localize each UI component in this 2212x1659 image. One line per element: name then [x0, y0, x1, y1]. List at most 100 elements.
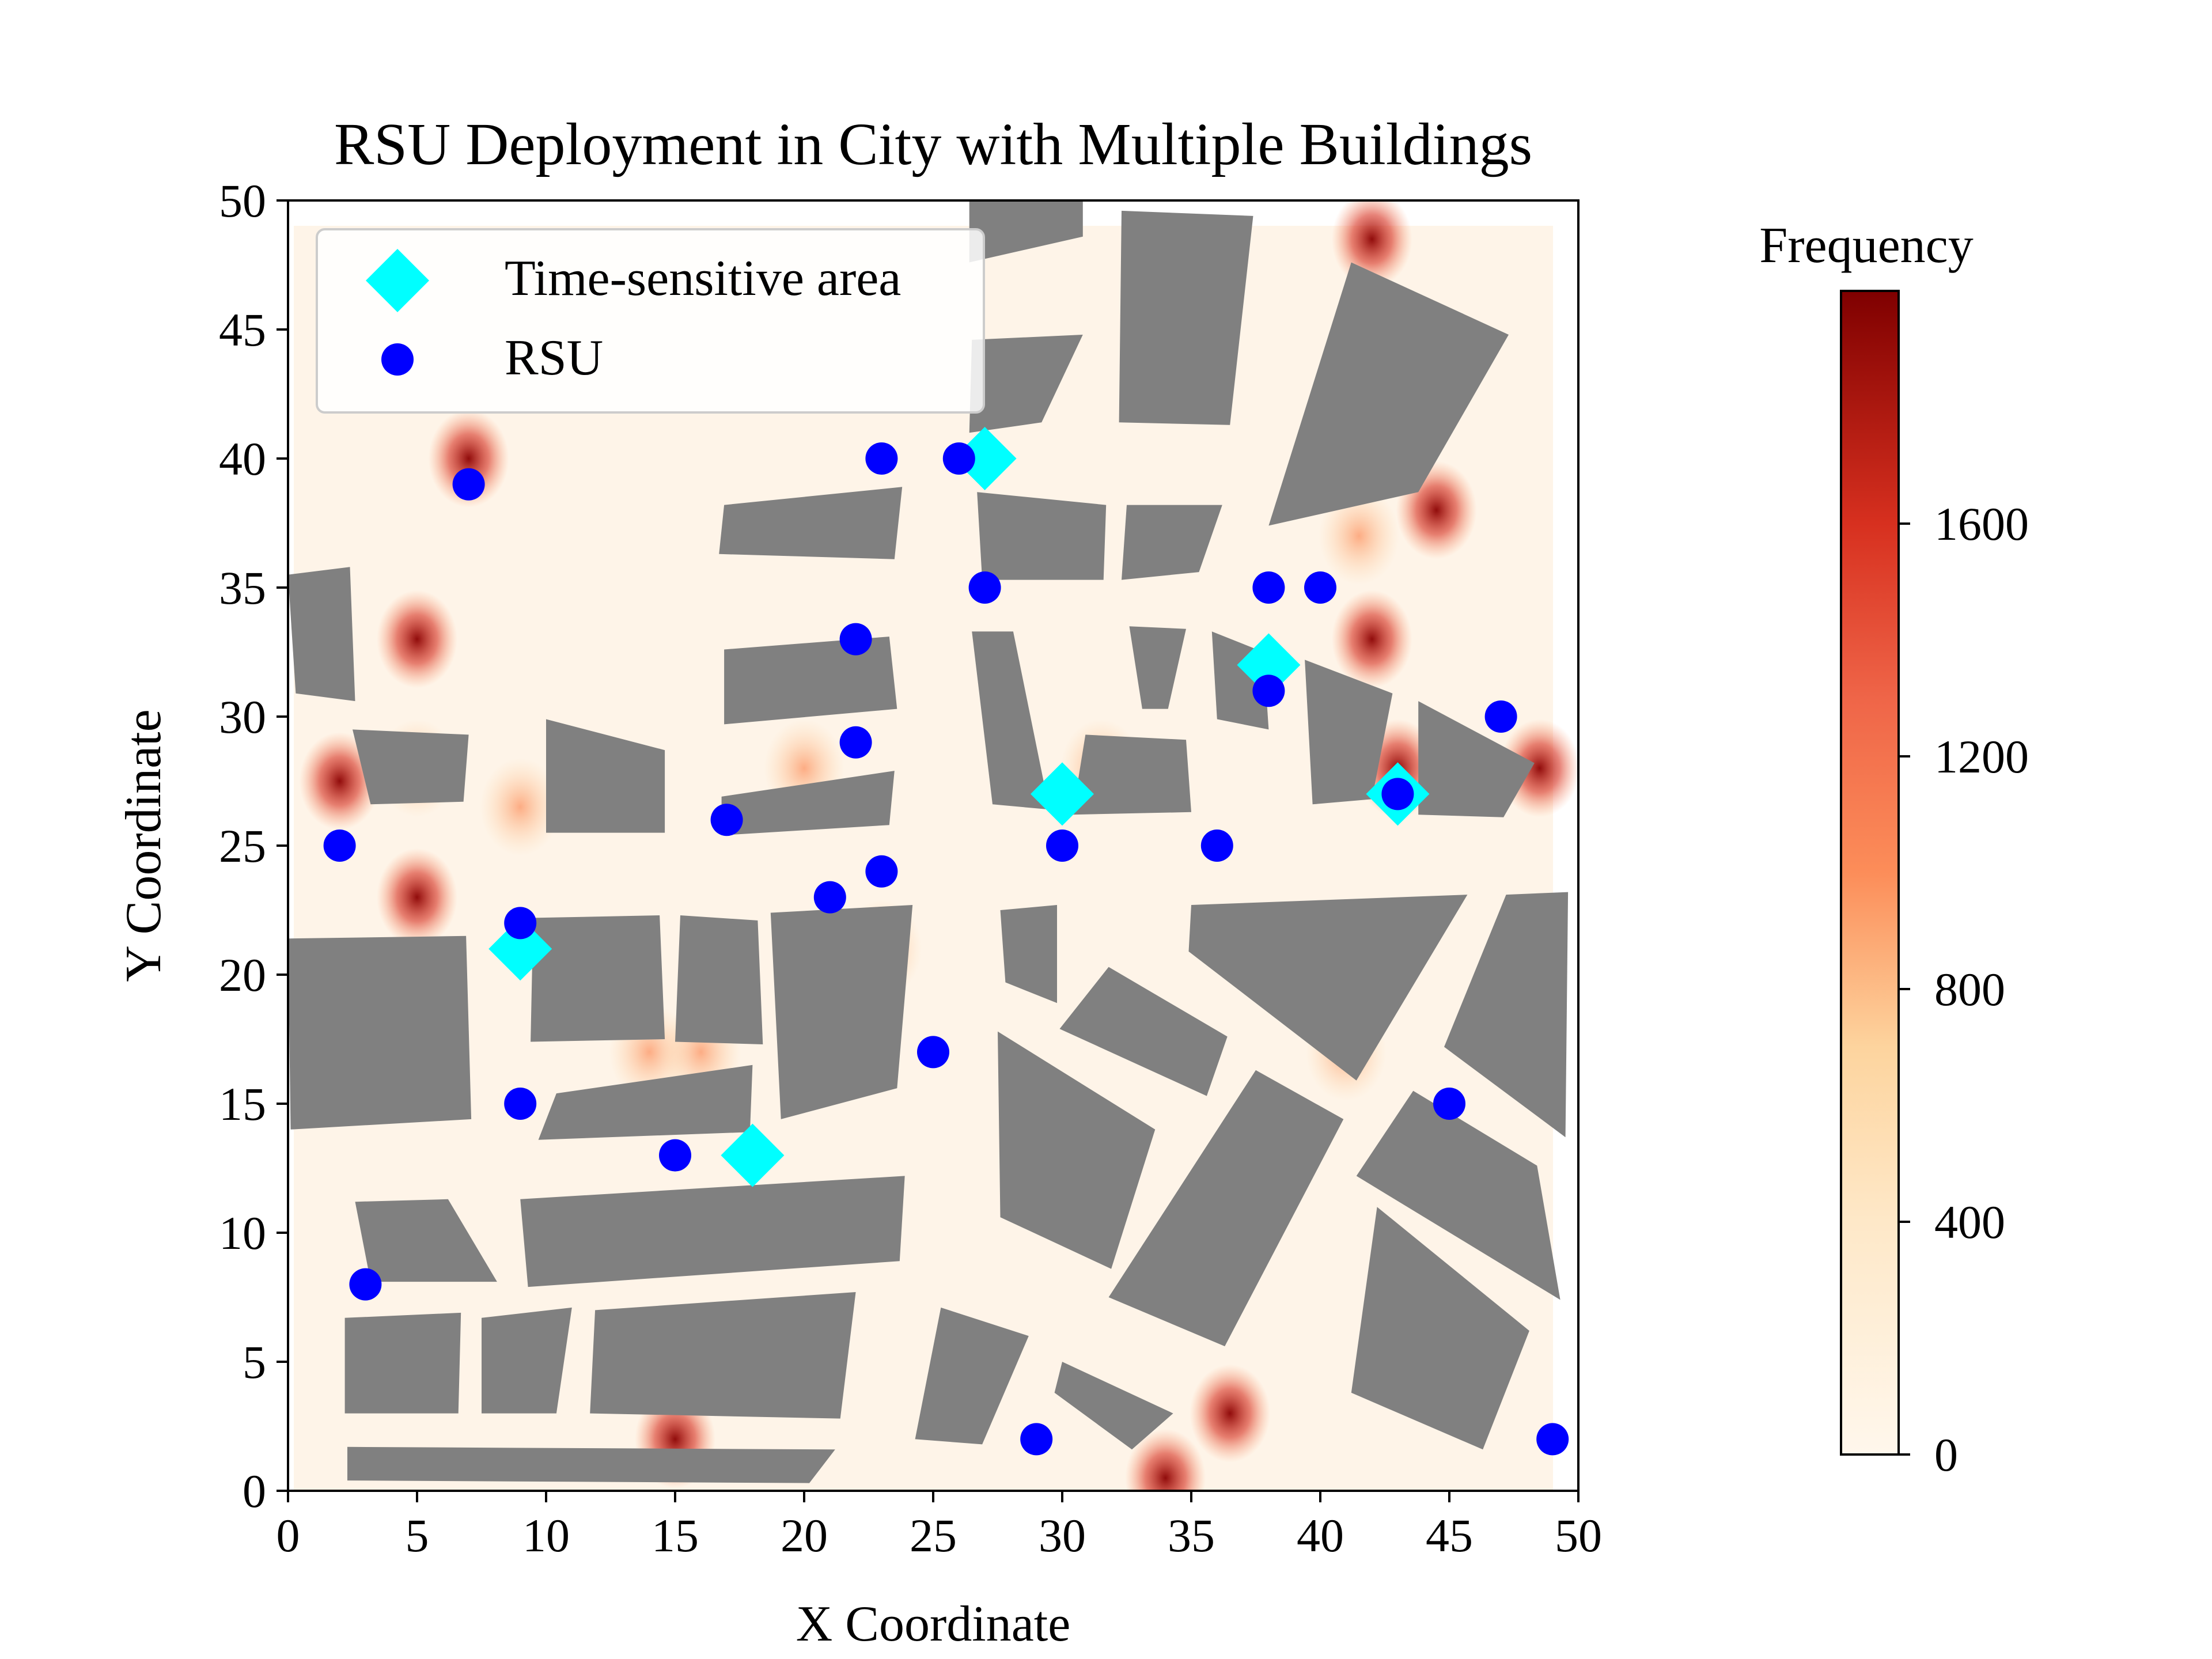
rsu-point: [504, 907, 537, 940]
building: [969, 200, 1083, 263]
legend-label-time-sensitive: Time-sensitive area: [505, 251, 901, 306]
y-tick-label: 10: [219, 1207, 266, 1259]
rsu-point: [504, 1088, 537, 1120]
rsu-point: [1046, 830, 1078, 862]
rsu-point: [865, 442, 898, 475]
building: [531, 915, 665, 1042]
legend-diamond-marker: [366, 249, 429, 312]
rsu-point: [1536, 1423, 1569, 1456]
building: [355, 1199, 497, 1282]
x-axis-label: X Coordinate: [796, 1596, 1071, 1652]
markers-layer: [323, 427, 1569, 1456]
rsu-point: [1020, 1423, 1053, 1456]
building: [1000, 905, 1057, 1003]
heat-spot: [1125, 1429, 1206, 1491]
building: [590, 1292, 856, 1419]
y-tick-label: 45: [219, 304, 266, 356]
time-sensitive-area-point: [488, 917, 552, 981]
x-tick-label: 45: [1426, 1509, 1473, 1562]
legend-label-rsu: RSU: [505, 330, 603, 386]
rsu-point: [917, 1036, 949, 1069]
x-tick-label: 20: [781, 1509, 828, 1562]
building: [1188, 895, 1468, 1081]
y-tick-label: 35: [219, 562, 266, 614]
building: [482, 1307, 572, 1414]
x-tick-label: 10: [522, 1509, 570, 1562]
rsu-point: [813, 881, 846, 914]
rsu-point: [659, 1139, 691, 1172]
x-tick-label: 40: [1297, 1509, 1344, 1562]
heat-spot: [377, 590, 457, 688]
colorbar-tick-label: 1600: [1934, 498, 2029, 550]
building: [977, 492, 1107, 580]
rsu-point: [349, 1268, 382, 1301]
building: [1072, 734, 1191, 815]
legend-box: [316, 228, 985, 414]
building: [1108, 1070, 1344, 1347]
colorbar: Frequency 0 400 800 1200 1600: [1759, 218, 2029, 1481]
y-tick-label: 25: [219, 820, 266, 872]
building: [1059, 967, 1228, 1096]
y-tick-label: 40: [219, 433, 266, 485]
y-tick-label: 50: [219, 175, 266, 227]
building: [969, 335, 1083, 433]
colorbar-tick-label: 400: [1934, 1196, 2005, 1248]
y-tick-label: 15: [219, 1078, 266, 1130]
x-axis-ticks: 0 5 10 15 20 25 30 35 40 45 50: [276, 1491, 1602, 1562]
building: [546, 719, 665, 833]
building: [675, 915, 763, 1044]
rsu-point: [1304, 571, 1336, 604]
building: [1356, 1090, 1560, 1300]
heat-spot: [428, 410, 509, 507]
y-axis-label: Y Coordinate: [116, 709, 172, 982]
rsu-point: [1381, 778, 1414, 810]
time-sensitive-area-point: [1237, 633, 1301, 697]
heat-spot: [1499, 719, 1578, 817]
building: [724, 637, 897, 725]
rsu-point: [1252, 571, 1285, 604]
rsu-point: [710, 804, 743, 836]
y-tick-label: 20: [219, 949, 266, 1001]
rsu-point: [865, 855, 898, 888]
rsu-point: [942, 442, 975, 475]
building: [1444, 892, 1569, 1138]
time-sensitive-area-point: [721, 1123, 785, 1187]
rsu-point: [1252, 675, 1285, 707]
rsu-point: [839, 623, 872, 656]
colorbar-label: Frequency: [1759, 218, 1973, 274]
legend: Time-sensitive area RSU: [316, 228, 985, 414]
colorbar-tick-label: 1200: [1934, 730, 2029, 783]
y-tick-label: 5: [243, 1336, 266, 1388]
building: [719, 487, 903, 559]
colorbar-tick-label: 800: [1934, 963, 2005, 1016]
time-sensitive-area-point: [1031, 762, 1094, 826]
building: [1351, 1207, 1529, 1450]
rsu-point: [839, 726, 872, 759]
heat-spot: [480, 757, 561, 856]
rsu-point: [323, 830, 356, 862]
rsu-point: [1433, 1088, 1465, 1120]
building: [353, 729, 469, 805]
building: [538, 1065, 753, 1140]
x-tick-label: 35: [1168, 1509, 1215, 1562]
x-tick-label: 50: [1555, 1509, 1602, 1562]
building: [1305, 660, 1393, 805]
y-axis-ticks: 0 5 10 15 20 25 30 35 40 45 50: [219, 175, 288, 1517]
time-sensitive-area-point: [953, 427, 1017, 490]
x-tick-label: 0: [276, 1509, 300, 1562]
building: [1122, 505, 1222, 580]
heat-spot: [1331, 590, 1412, 688]
rsu-point: [968, 571, 1001, 604]
building: [770, 905, 913, 1119]
building: [288, 567, 355, 702]
building: [1268, 262, 1509, 526]
legend-circle-marker: [381, 343, 414, 376]
building: [998, 1031, 1156, 1269]
y-tick-label: 30: [219, 691, 266, 743]
building: [972, 631, 1050, 810]
heat-spot: [1190, 1364, 1271, 1463]
rsu-point: [1484, 700, 1517, 733]
colorbar-tick-label: 0: [1934, 1429, 1958, 1481]
heat-spot: [1319, 487, 1400, 585]
